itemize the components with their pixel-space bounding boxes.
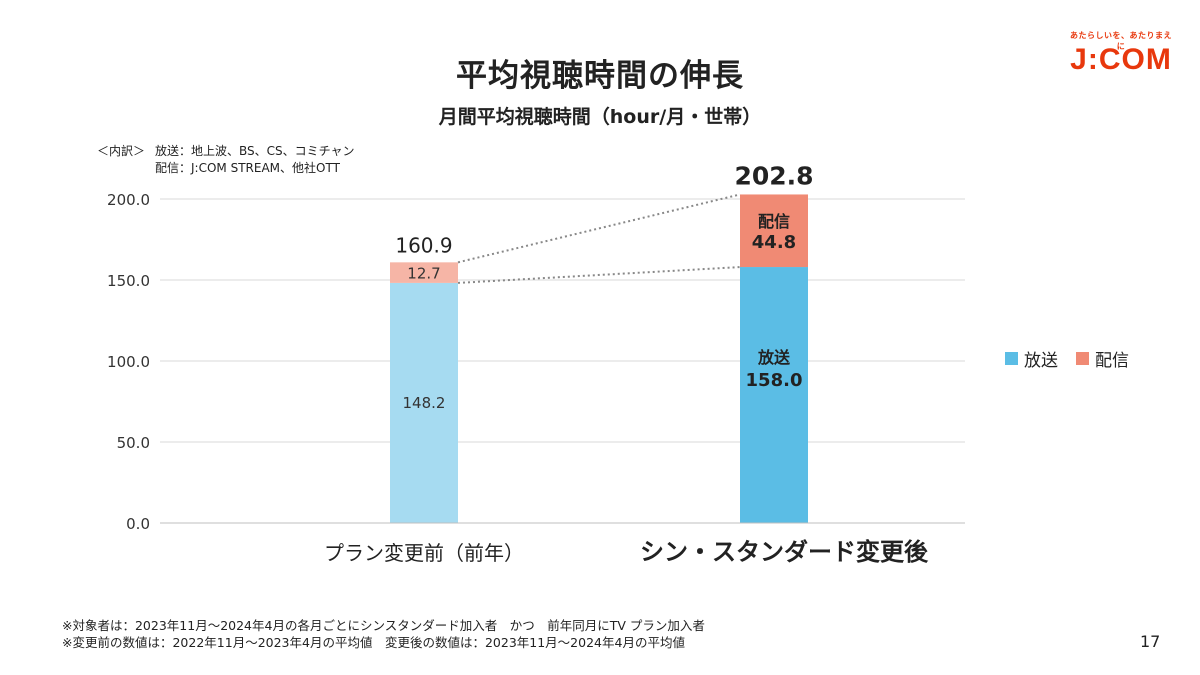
data-label-broadcast: 148.2 — [403, 394, 446, 412]
data-series-name-broadcast: 放送 — [757, 348, 791, 367]
footnote-target: ※対象者は：2023年11月～2024年4月の各月ごとにシンスタンダード加入者 … — [62, 618, 705, 633]
total-label: 202.8 — [734, 161, 813, 190]
y-tick-label: 0.0 — [126, 515, 150, 533]
legend-item-broadcast: 放送 — [1005, 346, 1058, 371]
y-tick-label: 150.0 — [107, 272, 150, 290]
brand-tagline: あたらしいを、あたりまえに — [1070, 31, 1172, 51]
chart-subtitle: 月間平均視聴時間（hour/月・世帯） — [438, 106, 762, 128]
data-label-streaming: 44.8 — [752, 232, 796, 253]
bar-broadcast — [390, 282, 458, 523]
bar-broadcast — [740, 267, 808, 523]
footnote-period: ※変更前の数値は：2022年11月～2023年4月の平均値 変更後の数値は：20… — [62, 635, 685, 650]
page-number: 17 — [1140, 632, 1161, 651]
breakdown-label: ＜内訳＞ — [97, 144, 146, 158]
bar-streaming — [740, 194, 808, 268]
y-tick-label: 50.0 — [117, 434, 150, 452]
category-label: プラン変更前（前年） — [324, 541, 524, 565]
legend: 放送 配信 — [1005, 346, 1129, 371]
breakdown-broadcast: 放送：地上波、BS、CS、コミチャン — [155, 144, 355, 158]
chart-title: 平均視聴時間の伸長 — [456, 58, 744, 94]
legend-swatch-streaming — [1076, 352, 1089, 365]
connector-broadcast — [457, 266, 741, 284]
bar-streaming — [390, 262, 458, 283]
data-label-broadcast: 158.0 — [746, 370, 803, 391]
data-label-streaming: 12.7 — [407, 265, 440, 283]
total-label: 160.9 — [395, 233, 452, 257]
brand-logo: J:COM — [1070, 43, 1172, 76]
category-label: シン・スタンダード変更後 — [640, 538, 929, 566]
data-series-name-streaming: 配信 — [758, 212, 790, 231]
legend-swatch-broadcast — [1005, 352, 1018, 365]
y-tick-label: 100.0 — [107, 353, 150, 371]
y-tick-label: 200.0 — [107, 191, 150, 209]
connector-total — [457, 193, 741, 264]
legend-item-streaming: 配信 — [1076, 346, 1129, 371]
legend-label-streaming: 配信 — [1095, 351, 1129, 371]
legend-label-broadcast: 放送 — [1024, 351, 1058, 371]
breakdown-streaming: 配信：J:COM STREAM、他社OTT — [155, 161, 340, 175]
